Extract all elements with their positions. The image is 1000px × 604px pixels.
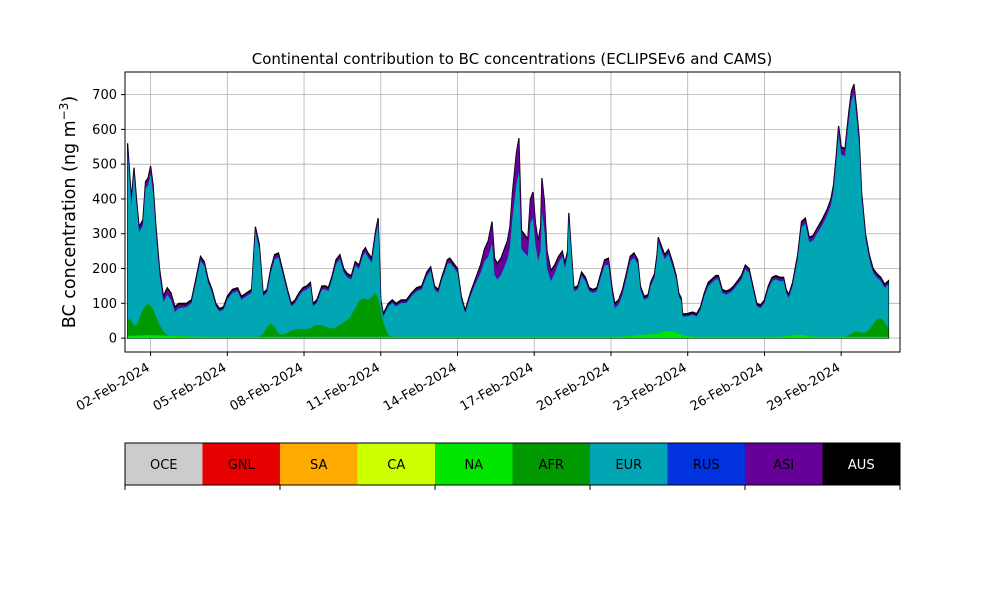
legend-swatch-eur bbox=[590, 443, 668, 485]
y-tick-label: 400 bbox=[92, 192, 117, 207]
y-tick-label: 300 bbox=[92, 227, 117, 242]
x-tick-label: 17-Feb-2024 bbox=[458, 360, 537, 414]
x-tick-label: 26-Feb-2024 bbox=[688, 360, 767, 414]
y-tick-label: 500 bbox=[92, 158, 117, 173]
legend-label-afr: AFR bbox=[539, 458, 564, 473]
legend-swatch-ca bbox=[357, 443, 435, 485]
x-tick-label: 20-Feb-2024 bbox=[534, 360, 613, 414]
y-tick-label: 100 bbox=[92, 297, 117, 312]
area-eur bbox=[127, 93, 889, 339]
y-tick-label: 600 bbox=[92, 123, 117, 138]
legend-swatch-asi bbox=[745, 443, 823, 485]
y-tick-label: 0 bbox=[109, 332, 117, 347]
y-tick-label: 700 bbox=[92, 88, 117, 103]
x-tick-label: 29-Feb-2024 bbox=[765, 360, 844, 414]
y-axis-label: BC concentration (ng m−3) bbox=[57, 96, 80, 328]
legend-label-na: NA bbox=[464, 458, 483, 473]
legend-swatch-gnl bbox=[202, 443, 280, 485]
x-tick-label: 11-Feb-2024 bbox=[304, 360, 383, 414]
area-afr bbox=[127, 292, 889, 339]
x-axis: 02-Feb-202405-Feb-202408-Feb-202411-Feb-… bbox=[74, 352, 843, 414]
chart-title: Continental contribution to BC concentra… bbox=[252, 50, 773, 68]
x-tick-label: 08-Feb-2024 bbox=[228, 360, 307, 414]
x-tick-label: 23-Feb-2024 bbox=[611, 360, 690, 414]
stacked-areas bbox=[127, 83, 890, 339]
legend-label-oce: OCE bbox=[150, 458, 178, 473]
legend-swatch-oce bbox=[125, 443, 203, 485]
region-colorbar: OCE GNL SA CA NA AFR EUR RUS ASI AUS bbox=[124, 442, 901, 490]
plot-frame bbox=[124, 71, 901, 353]
x-tick-label: 05-Feb-2024 bbox=[151, 360, 230, 414]
legend-label-rus: RUS bbox=[693, 458, 720, 473]
legend-swatch-na bbox=[435, 443, 513, 485]
legend-swatch-rus bbox=[667, 443, 745, 485]
y-tick-label: 200 bbox=[92, 262, 117, 277]
legend-swatch-afr bbox=[512, 443, 590, 485]
legend-label-aus: AUS bbox=[848, 458, 875, 473]
legend-label-asi: ASI bbox=[773, 458, 794, 473]
colorbar-frame bbox=[124, 442, 901, 486]
legend-label-gnl: GNL bbox=[228, 458, 256, 473]
legend-swatch-aus bbox=[822, 443, 900, 485]
legend-label-sa: SA bbox=[310, 458, 327, 473]
x-tick-label: 02-Feb-2024 bbox=[74, 360, 153, 414]
y-axis: 0 100 200 300 400 500 600 700 bbox=[92, 88, 125, 347]
legend-swatch-sa bbox=[280, 443, 358, 485]
legend-label-eur: EUR bbox=[615, 458, 642, 473]
x-tick-label: 14-Feb-2024 bbox=[381, 360, 460, 414]
legend-label-ca: CA bbox=[387, 458, 405, 473]
area-na bbox=[127, 330, 889, 339]
